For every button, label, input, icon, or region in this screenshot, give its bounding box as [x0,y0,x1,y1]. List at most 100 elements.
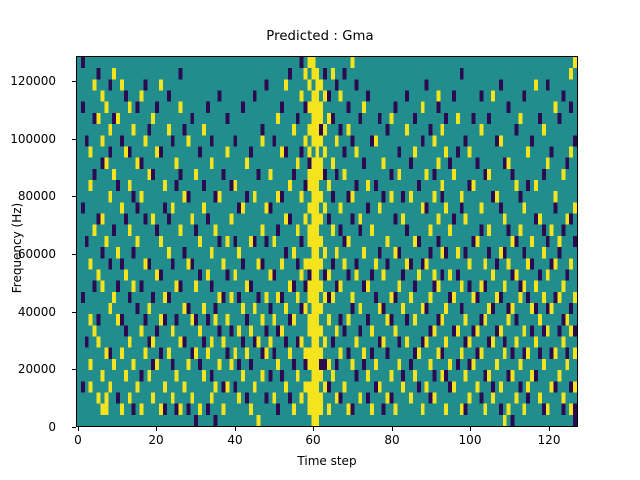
heatmap-cell-high [307,325,312,337]
heatmap-cell-high [198,325,202,337]
heatmap-cell-high [319,347,324,359]
heatmap-cell-low [498,291,503,303]
heatmap-cell-low [303,358,308,371]
heatmap-cell-high [487,168,492,180]
heatmap-cell-high [358,213,363,225]
heatmap-cell-high [514,269,519,281]
heatmap-cell-low [166,90,171,102]
heatmap-cell-high [127,336,132,348]
heatmap-cell-low [334,280,339,292]
heatmap-cell-low [358,325,363,337]
heatmap-cell-low [342,325,347,337]
heatmap-cell-low [389,392,394,404]
heatmap-cell-low [342,235,347,248]
heatmap-cell-low [151,168,156,180]
heatmap-cell-high [412,370,417,382]
heatmap-cell-high [401,303,406,315]
heatmap-cell-high [428,224,433,236]
heatmap-cell-high [393,247,398,259]
heatmap-cell-low [280,291,285,303]
heatmap-cell-high [205,269,210,281]
heatmap-cell-low [463,247,468,259]
heatmap-cell-low [502,247,507,259]
heatmap-cell-high [401,381,406,393]
heatmap-cell-low [553,381,558,393]
heatmap-cell-high [159,403,163,415]
heatmap-cell-low [393,213,398,225]
heatmap-cell-low [327,90,331,102]
heatmap-cell-high [573,291,577,303]
heatmap-cell-high [444,336,449,348]
heatmap-cell-low [225,347,230,359]
heatmap-cell-high [244,347,249,359]
heatmap-cell-high [467,392,472,404]
heatmap-cell-low [252,235,257,248]
heatmap-cell-low [276,403,281,415]
heatmap-cell-low [494,325,499,337]
heatmap-cell-high [162,291,167,303]
heatmap-cell-high [323,381,327,393]
heatmap-cell-low [229,180,234,192]
heatmap-cell-high [541,124,546,136]
heatmap-cell-high [139,90,144,102]
x-tick-label: 40 [227,433,243,447]
heatmap-cell-high [131,358,136,371]
heatmap-cell-low [455,358,460,371]
heatmap-cell-high [424,381,429,393]
heatmap-cell-low [428,124,433,136]
heatmap-cell-high [315,68,320,80]
heatmap-cell-high [311,57,316,69]
heatmap-cell-high [432,191,437,203]
heatmap-cell-low [358,112,363,125]
heatmap-cell-high [553,258,558,270]
heatmap-cell-high [565,358,570,371]
heatmap-cell-low [272,135,277,147]
heatmap-cell-low [487,336,492,348]
heatmap-cell-high [362,247,367,259]
heatmap-cell-low [268,202,273,214]
heatmap-cell-low [518,191,523,203]
heatmap-cell-low [155,101,160,113]
heatmap-cell-low [198,269,202,281]
heatmap-cell-high [373,358,378,371]
heatmap-cell-low [295,258,300,270]
heatmap-cell-high [323,202,327,214]
heatmap-cell-high [127,392,132,404]
heatmap-cell-low [494,258,499,270]
heatmap-cell-low [284,247,288,259]
heatmap-cell-low [221,381,226,393]
heatmap-cell-high [303,68,308,80]
heatmap-cell-low [510,347,515,359]
heatmap-cell-low [291,358,296,371]
heatmap-cell-low [202,180,206,192]
heatmap-cell-high [315,258,320,270]
heatmap-cell-low [178,280,183,292]
heatmap-cell-high [455,247,460,259]
heatmap-cell-low [549,146,554,158]
heatmap-cell-high [315,269,320,281]
heatmap-cell-high [307,280,312,292]
heatmap-cell-high [311,247,316,259]
heatmap-cell-low [475,291,480,303]
heatmap-cell-low [209,280,214,292]
heatmap-cell-low [112,224,117,236]
heatmap-cell-high [295,291,300,303]
heatmap-cell-low [440,191,445,203]
heatmap-cell-low [479,392,484,404]
heatmap-cell-low [233,381,238,393]
heatmap-cell-low [307,269,312,281]
heatmap-cell-low [377,336,382,348]
heatmap-cell-high [264,291,269,303]
heatmap-cell-high [518,291,523,303]
heatmap-cell-low [334,79,339,91]
heatmap-cell-low [186,403,191,415]
heatmap-cell-low [330,191,335,203]
heatmap-cell-high [112,168,117,180]
heatmap-cell-high [123,370,128,382]
heatmap-cell-high [233,269,238,281]
heatmap-cell-high [518,358,523,371]
heatmap-cell-low [241,336,245,348]
heatmap-cell-high [295,370,300,382]
heatmap-cell-low [256,168,261,180]
heatmap-cell-high [104,101,109,113]
